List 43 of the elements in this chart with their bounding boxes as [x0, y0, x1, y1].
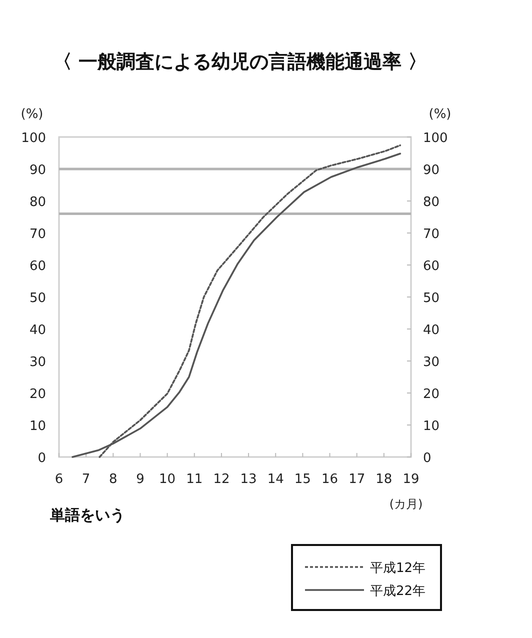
- x-tick-label: 12: [213, 472, 230, 487]
- x-tick-label: 6: [54, 472, 64, 487]
- legend-label: 平成22年: [370, 584, 426, 599]
- y-tick-label: 90: [29, 163, 46, 178]
- y2-tick-label: 40: [423, 323, 440, 338]
- x-tick-label: 14: [267, 472, 284, 487]
- x-tick-label: 10: [159, 472, 176, 487]
- y2-tick-label: 10: [423, 419, 440, 434]
- x-tick-label: 19: [402, 472, 420, 487]
- y-tick-label: 10: [29, 419, 46, 434]
- x-tick-label: 11: [186, 472, 203, 487]
- text: 単語をいう: [49, 506, 125, 524]
- y-tick-label: 100: [21, 131, 46, 146]
- y-tick-label: 80: [29, 195, 46, 210]
- y2-tick-label: 100: [423, 131, 448, 146]
- y-tick-label: 70: [29, 227, 46, 242]
- y-tick-label: 60: [29, 259, 46, 274]
- y-tick-label: 0: [38, 451, 46, 466]
- y-tick-label: 50: [29, 291, 46, 306]
- y2-tick-label: 50: [423, 291, 440, 306]
- legend-label: 平成12年: [370, 561, 426, 576]
- y2-tick-label: 60: [423, 259, 440, 274]
- y-tick-label: 40: [29, 323, 46, 338]
- x-tick-label: 15: [294, 472, 311, 487]
- chart-title: 〈 一般調査による幼児の言語機能通過率 〉: [52, 51, 428, 73]
- x-tick-label: 17: [348, 472, 366, 487]
- x-tick-label: 8: [109, 472, 118, 487]
- y2-tick-label: 30: [423, 355, 440, 370]
- y2-axis-title: (%): [428, 107, 452, 122]
- x-tick-label: 9: [136, 472, 144, 487]
- y-tick-label: 30: [29, 355, 46, 370]
- y2-tick-label: 90: [423, 163, 440, 178]
- x-axis-title: (カ月): [389, 497, 423, 511]
- y-tick-label: 20: [29, 387, 46, 402]
- y2-tick-label: 70: [423, 227, 440, 242]
- y2-tick-label: 80: [423, 195, 440, 210]
- x-tick-label: 13: [240, 472, 257, 487]
- y-axis-title: (%): [20, 107, 44, 122]
- x-tick-label: 7: [82, 472, 90, 487]
- y2-tick-label: 0: [423, 451, 432, 466]
- x-tick-label: 16: [321, 472, 338, 487]
- x-tick-label: 18: [376, 472, 392, 487]
- y2-tick-label: 20: [423, 387, 440, 402]
